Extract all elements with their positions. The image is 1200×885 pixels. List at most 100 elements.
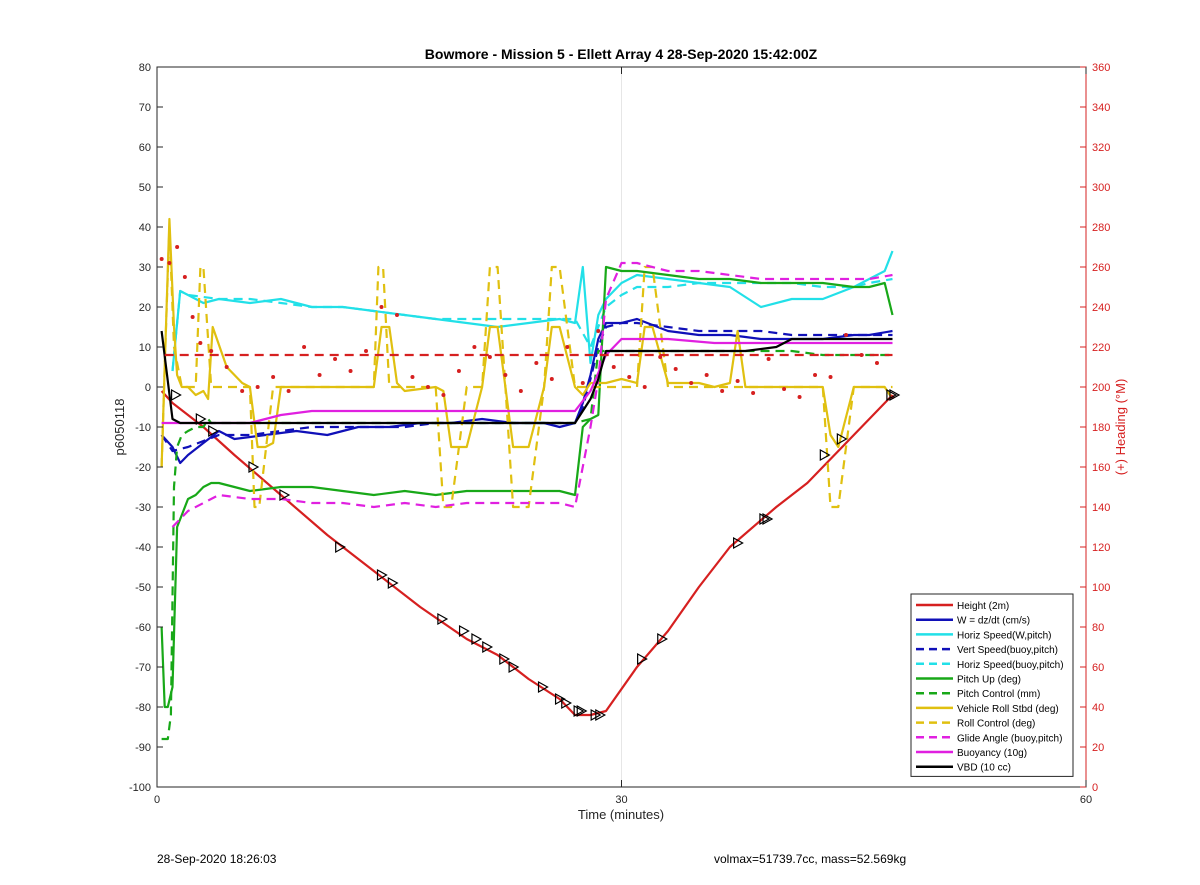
y2-tick-label: 160 bbox=[1092, 462, 1110, 474]
depth-marker bbox=[537, 680, 549, 694]
heading-dot bbox=[394, 313, 399, 317]
heading-dot bbox=[766, 357, 771, 361]
depth-marker bbox=[387, 576, 399, 590]
heading-dot bbox=[425, 385, 430, 389]
y-tick-label: -30 bbox=[135, 502, 151, 514]
y2-tick-label: 120 bbox=[1092, 542, 1110, 554]
y-tick-label: -70 bbox=[135, 662, 151, 674]
heading-dot bbox=[441, 393, 446, 397]
legend-label-height-2m: Height (2m) bbox=[957, 601, 1009, 612]
heading-dot bbox=[317, 373, 322, 377]
y-tick-label: 80 bbox=[139, 62, 151, 74]
heading-dot bbox=[503, 373, 508, 377]
y2-tick-label: 100 bbox=[1092, 582, 1110, 594]
y2-tick-label: 240 bbox=[1092, 302, 1110, 314]
y-tick-label: 40 bbox=[139, 222, 151, 234]
heading-dot bbox=[271, 375, 276, 379]
chart-title: Bowmore - Mission 5 - Ellett Array 4 28-… bbox=[425, 46, 818, 62]
y2-tick-label: 0 bbox=[1092, 782, 1098, 794]
heading-dot bbox=[534, 361, 539, 365]
y-tick-label: 60 bbox=[139, 142, 151, 154]
depth-marker bbox=[508, 660, 520, 674]
depth-marker bbox=[248, 460, 260, 474]
depth-marker bbox=[759, 512, 771, 526]
heading-dot bbox=[348, 369, 353, 373]
heading-dot bbox=[673, 367, 678, 371]
series-horiz-speed-w-pitch-line bbox=[171, 250, 894, 372]
depth-marker bbox=[437, 612, 449, 626]
depth-marker bbox=[573, 704, 585, 718]
heading-dot bbox=[642, 385, 647, 389]
depth-marker bbox=[889, 388, 901, 402]
legend-label-pitch-control-mm: Pitch Control (mm) bbox=[957, 689, 1040, 700]
depth-marker bbox=[576, 704, 588, 718]
legend-label-vehicle-roll-stbd-deg: Vehicle Roll Stbd (deg) bbox=[957, 704, 1059, 715]
y2-tick-label: 180 bbox=[1092, 422, 1110, 434]
heading-dot bbox=[379, 305, 384, 309]
heading-dot bbox=[735, 379, 740, 383]
legend-label-roll-control-deg: Roll Control (deg) bbox=[957, 719, 1035, 730]
y2-tick-label: 40 bbox=[1092, 702, 1104, 714]
legend-box bbox=[910, 593, 1074, 777]
legend-label-glide-angle-buoy-pitch: Glide Angle (buoy,pitch) bbox=[957, 733, 1062, 744]
depth-marker bbox=[836, 432, 848, 446]
y2-tick-label: 20 bbox=[1092, 742, 1104, 754]
depth-marker bbox=[376, 568, 388, 582]
depth-marker bbox=[208, 424, 219, 438]
axes: 0 30 6080706050403020100-10-20-30-40-50-60… bbox=[129, 62, 1110, 806]
y2-tick-label: 320 bbox=[1092, 142, 1110, 154]
heading-dot bbox=[596, 329, 601, 333]
footer-vehicle-params: volmax=51739.7cc, mass=52.569kg bbox=[714, 852, 907, 866]
legend-label-horiz-speed-buoy-pitch: Horiz Speed(buoy,pitch) bbox=[957, 660, 1064, 671]
y-tick-label: 10 bbox=[139, 342, 151, 354]
series-pitch-up-deg-line bbox=[160, 265, 894, 709]
x-tick-label: 30 bbox=[615, 794, 627, 806]
y2-tick-label: 60 bbox=[1092, 662, 1104, 674]
heading-dot bbox=[410, 375, 415, 379]
y2-tick-label: 260 bbox=[1092, 262, 1110, 274]
heading-dot bbox=[580, 381, 585, 385]
marker-layer bbox=[170, 388, 901, 722]
y-tick-label: -90 bbox=[135, 742, 151, 754]
legend-label-vert-speed-buoy-pitch: Vert Speed(buoy,pitch) bbox=[957, 645, 1058, 656]
depth-marker bbox=[762, 512, 774, 526]
depth-marker bbox=[886, 388, 898, 402]
x-tick-label: 60 bbox=[1080, 794, 1092, 806]
heading-dot bbox=[720, 389, 725, 393]
depth-marker bbox=[657, 632, 668, 646]
heading-dot bbox=[844, 333, 849, 337]
depth-marker bbox=[561, 696, 572, 710]
depth-marker bbox=[595, 708, 607, 722]
heading-dot bbox=[813, 373, 818, 377]
depth-marker bbox=[170, 388, 182, 402]
heading-dot bbox=[689, 381, 694, 385]
y2-tick-label: 80 bbox=[1092, 622, 1104, 634]
series-height-2m-line bbox=[160, 390, 894, 717]
heading-dot bbox=[627, 375, 632, 379]
y2-tick-label: 220 bbox=[1092, 342, 1110, 354]
y2-tick-label: 360 bbox=[1092, 62, 1110, 74]
legend-label-pitch-up-deg: Pitch Up (deg) bbox=[957, 675, 1021, 686]
heading-dot bbox=[255, 385, 260, 389]
heading-dot bbox=[182, 275, 187, 279]
depth-marker bbox=[458, 624, 470, 638]
heading-dot bbox=[286, 389, 291, 393]
y-tick-label: -10 bbox=[135, 422, 151, 434]
y-tick-label: -40 bbox=[135, 542, 151, 554]
depth-marker bbox=[637, 652, 648, 666]
heading-dot bbox=[487, 355, 492, 359]
depth-marker bbox=[279, 488, 291, 502]
heading-dot bbox=[456, 369, 461, 373]
y-tick-label: -80 bbox=[135, 702, 151, 714]
depth-marker bbox=[819, 448, 831, 462]
y-tick-label: -50 bbox=[135, 582, 151, 594]
heading-dot bbox=[874, 361, 879, 365]
heading-dot bbox=[782, 387, 787, 391]
footer-timestamp: 28-Sep-2020 18:26:03 bbox=[157, 852, 277, 866]
x-axis-label: Time (minutes) bbox=[578, 807, 664, 822]
heading-dot bbox=[364, 349, 369, 353]
heading-dot bbox=[302, 345, 307, 349]
series-vbd-10-cc-line bbox=[160, 330, 893, 425]
depth-marker bbox=[499, 652, 511, 666]
